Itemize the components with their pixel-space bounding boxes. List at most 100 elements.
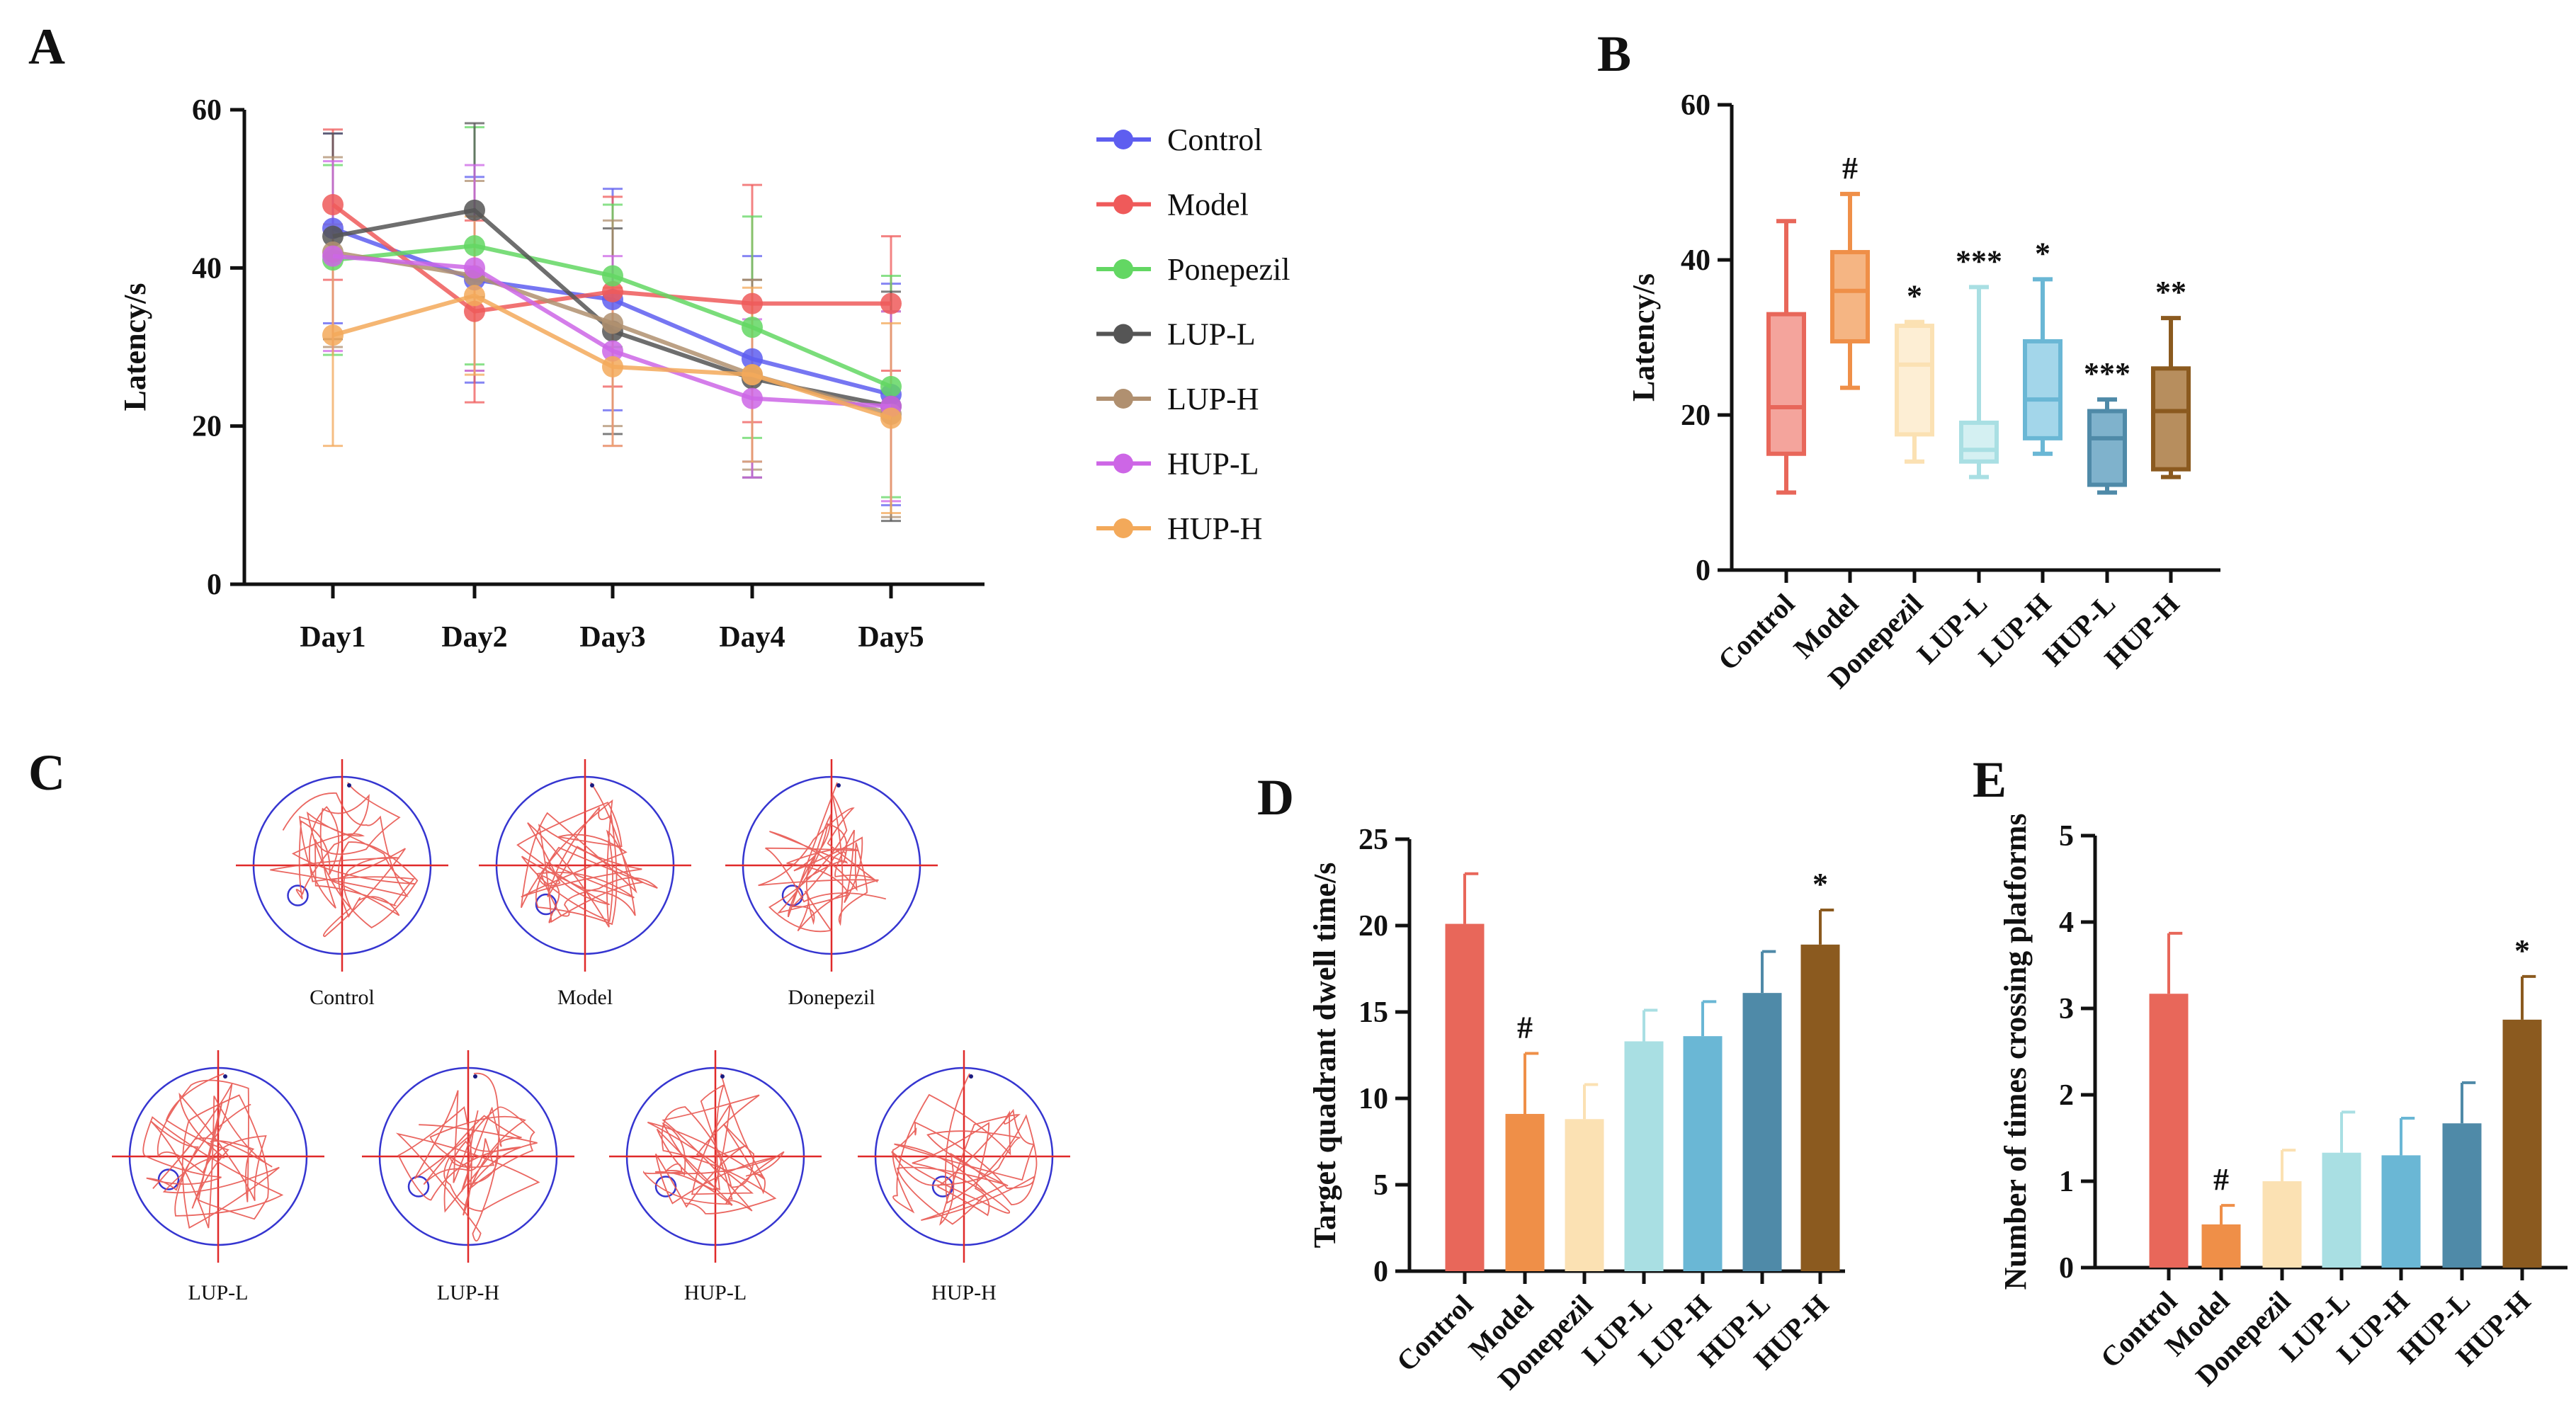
chart-b-latency-boxplot: 0204060Latency/sControl#Model*Donepezil*… — [1626, 89, 2220, 695]
chart-d-y-tick-label: 20 — [1358, 910, 1388, 943]
chart-e-y-tick-label: 0 — [2059, 1252, 2074, 1285]
maze-swim-path-hup-l — [642, 1073, 785, 1215]
chart-d-significance-hup-h: * — [1812, 867, 1828, 901]
chart-a-point-model — [602, 280, 623, 302]
chart-d-bar-hup-l — [1742, 993, 1782, 1271]
chart-b-box-donepezil — [1895, 324, 1934, 437]
chart-e-bar-hup-l — [2442, 1123, 2482, 1268]
chart-b-y-tick-label: 60 — [1681, 89, 1710, 122]
panel-letter-a: A — [28, 18, 65, 75]
chart-a-y-axis-title: Latency/s — [118, 283, 152, 411]
chart-a-point-hup-l — [464, 257, 485, 279]
chart-e-bar-model — [2201, 1224, 2241, 1268]
legend-label-model: Model — [1167, 188, 1249, 222]
chart-a-point-model — [322, 194, 344, 215]
maze-platform-control — [287, 885, 309, 906]
maze-start-point-hup-h — [969, 1074, 973, 1079]
chart-a-point-hup-h — [602, 356, 623, 377]
chart-e-bar-lup-l — [2322, 1152, 2361, 1268]
legend-marker-hup-l — [1113, 453, 1133, 474]
chart-b-box-lup-l — [1959, 420, 1999, 464]
legend-marker-ponepezil — [1113, 259, 1133, 279]
legend-marker-lup-h — [1113, 389, 1133, 409]
chart-b-box-control — [1766, 312, 1806, 456]
legend-label-ponepezil: Ponepezil — [1167, 252, 1290, 287]
chart-a-x-tick-label-day3: Day3 — [579, 621, 645, 654]
chart-a-legend: Control Model Ponepezil LUP-L LUP-H HUP-L HUP-… — [1096, 123, 1290, 546]
chart-b-x-tick-label-control: Control — [1712, 588, 1801, 677]
chart-a-y-tick-label: 60 — [192, 94, 222, 127]
chart-a-point-hup-h — [880, 407, 902, 429]
chart-a-y-tick-label: 20 — [192, 411, 222, 443]
panel-c-maze-trajectories: Control Model Donepezil LUP-L LUP-H HUP-L HUP-… — [112, 759, 1070, 1304]
maze-platform-lup-l — [157, 1168, 180, 1190]
maze-start-point-hup-l — [720, 1074, 725, 1079]
maze-swim-path-hup-h — [891, 1073, 1038, 1226]
maze-platform-hup-h — [931, 1176, 954, 1198]
maze-start-point-donepezil — [836, 783, 841, 787]
maze-swim-path-lup-h — [395, 1072, 540, 1242]
chart-d-bar-hup-h — [1800, 944, 1840, 1271]
legend-marker-control — [1113, 130, 1133, 149]
chart-d-bar-lup-h — [1683, 1036, 1723, 1271]
chart-a-point-hup-h — [464, 285, 485, 307]
chart-a-point-lup-h — [602, 312, 623, 334]
chart-a-point-ponepezil — [464, 235, 485, 257]
chart-a-x-tick-label-day4: Day4 — [719, 621, 785, 654]
chart-e-y-tick-label: 5 — [2059, 820, 2074, 853]
chart-e-y-tick-label: 1 — [2059, 1166, 2074, 1198]
chart-a-point-hup-l — [742, 387, 763, 409]
maze-label-donepezil: Donepezil — [788, 986, 875, 1009]
chart-a-point-model — [742, 292, 763, 314]
chart-d-dwell-time-bars: 0 5 10 15 20 25 Target quadrant dwell time/s Co… — [1307, 824, 1845, 1396]
chart-b-box-model — [1830, 250, 1870, 343]
chart-a-x-tick-label-day1: Day1 — [300, 621, 365, 654]
legend-label-hup-h: HUP-H — [1167, 511, 1262, 546]
chart-b-y-tick-label: 0 — [1696, 554, 1710, 587]
legend-label-hup-l: HUP-L — [1167, 447, 1259, 482]
maze-swim-path-model — [516, 782, 658, 928]
chart-d-y-tick-label: 10 — [1358, 1083, 1388, 1115]
chart-e-bar-lup-h — [2381, 1155, 2421, 1268]
legend-marker-hup-h — [1113, 518, 1133, 538]
legend-label-lup-h: LUP-H — [1167, 382, 1259, 416]
chart-e-significance-model: # — [2213, 1162, 2229, 1197]
legend-marker-model — [1113, 194, 1133, 215]
legend-label-lup-l: LUP-L — [1167, 317, 1256, 352]
chart-b-box-hup-l — [2087, 409, 2127, 487]
chart-e-y-tick-label: 4 — [2059, 906, 2074, 939]
chart-d-y-axis-title: Target quadrant dwell time/s — [1307, 863, 1342, 1248]
chart-d-x-tick-label-control: Control — [1390, 1289, 1480, 1378]
chart-d-bar-control — [1445, 923, 1485, 1271]
chart-e-y-axis-title: Number of times crossing platforms — [1998, 814, 2033, 1290]
chart-b-significance-hup-h: ** — [2155, 275, 2186, 309]
chart-e-y-tick-label: 2 — [2059, 1079, 2074, 1112]
chart-d-bar-donepezil — [1565, 1119, 1604, 1271]
chart-e-significance-hup-h: * — [2514, 933, 2530, 968]
chart-a-point-lup-l — [464, 199, 485, 221]
maze-label-hup-l: HUP-L — [684, 1281, 747, 1304]
chart-b-significance-model: # — [1842, 151, 1858, 186]
chart-a-point-ponepezil — [602, 265, 623, 287]
chart-d-bar-model — [1505, 1113, 1545, 1271]
maze-start-point-model — [590, 783, 594, 787]
chart-b-x-tick-label-lup-h: LUP-H — [1973, 588, 2058, 673]
chart-d-y-tick-label: 15 — [1358, 996, 1388, 1029]
chart-e-crossings-bars: 0 1 2 3 4 5 Number of times crossing platforms… — [1998, 814, 2568, 1392]
chart-b-y-tick-label: 40 — [1681, 244, 1710, 277]
panel-letter-d: D — [1257, 769, 1294, 826]
chart-a-point-ponepezil — [880, 375, 902, 397]
chart-a-point-ponepezil — [742, 317, 763, 339]
chart-a-point-control — [742, 348, 763, 370]
maze-platform-donepezil — [781, 885, 804, 906]
chart-a-y-tick-label: 40 — [192, 252, 222, 285]
chart-a-x-tick-label-day2: Day2 — [441, 621, 507, 654]
maze-swim-path-donepezil — [758, 782, 887, 933]
chart-e-bar-hup-h — [2502, 1019, 2542, 1268]
maze-label-model: Model — [557, 986, 613, 1009]
maze-start-point-control — [347, 783, 351, 787]
chart-a-y-tick-label: 0 — [207, 569, 222, 601]
chart-d-y-tick-label: 25 — [1358, 824, 1388, 856]
chart-d-y-tick-label: 0 — [1373, 1256, 1388, 1288]
